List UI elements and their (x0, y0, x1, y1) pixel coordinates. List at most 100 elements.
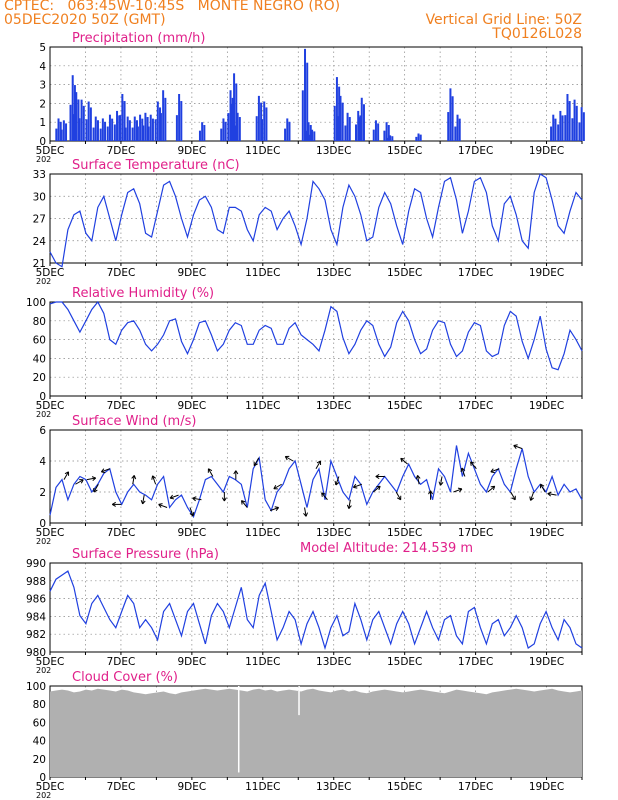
wind-arrow-head (513, 444, 518, 449)
wind-arrow-head (346, 504, 352, 509)
precip-bar (139, 114, 142, 141)
y-tick-label: 6 (39, 425, 46, 437)
precip-bar (230, 103, 233, 141)
precip-bar (235, 83, 238, 141)
wind-arrow-head (273, 485, 278, 490)
precip-bar (305, 130, 308, 141)
precip-bar (123, 101, 126, 141)
wind-arrow (321, 492, 328, 501)
wind-arrow-head (490, 485, 496, 491)
precip-bar (222, 118, 225, 141)
precip-bar (391, 136, 394, 141)
wind-arrow (75, 479, 84, 485)
precip-bar (73, 85, 76, 141)
panel-title: Surface Pressure (hPa) (72, 547, 219, 562)
x-sub-label: 202 (36, 155, 51, 164)
precip-bar (358, 117, 361, 141)
panel-1 (49, 173, 583, 268)
x-sub-label: 202 (36, 410, 51, 419)
precip-bar (178, 94, 181, 141)
precip-bar (149, 114, 152, 141)
x-tick-label: 5DEC (36, 145, 65, 157)
wind-arrow-head (375, 474, 380, 479)
x-tick-label: 19DEC (529, 527, 564, 539)
precip-bar (568, 101, 571, 141)
wind-arrow-head (240, 500, 246, 505)
chart-header: CPTEC: 063:45W-10:45S MONTE NEGRO (RO) 0… (0, 0, 618, 44)
y-tick-label: 100 (26, 681, 46, 693)
x-tick-label: 5DEC (36, 400, 65, 412)
precip-bar (559, 110, 562, 141)
wind-arrow-head (192, 496, 197, 502)
precip-bar (236, 112, 239, 141)
x-tick-label: 17DEC (458, 781, 493, 793)
wind-arrow-head (428, 490, 434, 495)
x-tick-label: 19DEC (529, 145, 564, 157)
x-tick-label: 13DEC (316, 781, 351, 793)
x-tick-label: 17DEC (458, 400, 493, 412)
precip-bar (159, 113, 162, 141)
precip-bar (164, 97, 167, 141)
wind-arrow-head (112, 501, 116, 507)
panel-title: Precipitation (mm/h) (72, 31, 205, 46)
y-tick-label: 990 (26, 558, 46, 570)
wind-arrow (439, 476, 443, 486)
precip-bar (362, 104, 365, 141)
precip-bar (304, 48, 307, 141)
precip-bar (136, 126, 139, 141)
wind-arrow-head (189, 511, 195, 517)
y-tick-label: 20 (33, 754, 46, 766)
precip-bar (62, 120, 65, 141)
x-tick-label: 9DEC (177, 400, 206, 412)
panel-4 (49, 562, 583, 655)
wind-arrow-head (93, 488, 98, 493)
x-tick-label: 5DEC (36, 656, 65, 668)
wind-arrow-head (158, 503, 163, 508)
precip-bar (69, 104, 72, 141)
precip-bar (355, 124, 358, 141)
precip-bar (234, 125, 237, 141)
precip-bar (85, 119, 88, 141)
x-tick-label: 19DEC (529, 400, 564, 412)
precip-bar (415, 136, 418, 141)
y-tick-label: 984 (26, 611, 46, 623)
precip-bar (344, 125, 347, 141)
wind-arrow (372, 485, 381, 493)
wind-arrow-head (438, 481, 444, 486)
wind-arrow (285, 456, 294, 462)
wind-arrow-head (64, 471, 70, 476)
x-sub-label: 202 (36, 277, 51, 286)
x-tick-label: 9DEC (177, 656, 206, 668)
wind-arrow-head (140, 500, 146, 505)
wind-arrow (169, 494, 179, 499)
precip-bar (261, 119, 264, 141)
precip-bar (348, 117, 351, 141)
wind-arrow-head (221, 497, 227, 502)
x-tick-label: 9DEC (177, 527, 206, 539)
panel-5 (49, 685, 583, 780)
precip-bar (339, 95, 342, 141)
wind-arrow (348, 499, 351, 509)
y-tick-label: 20 (33, 372, 46, 384)
precip-bar (573, 99, 576, 141)
cloud-gap (298, 686, 300, 716)
wind-arrow (461, 467, 466, 477)
precip-bar (229, 90, 232, 141)
y-tick-label: 30 (33, 191, 46, 203)
wind-arrow (510, 491, 516, 501)
y-tick-label: 40 (33, 353, 46, 365)
wind-arrow-head (91, 476, 97, 482)
wind-arrow-head (151, 475, 156, 480)
precip-bar (566, 94, 569, 141)
y-tick-label: 0 (39, 136, 46, 148)
x-tick-label: 19DEC (529, 656, 564, 668)
wind-arrow (304, 507, 307, 517)
precip-bar (128, 120, 131, 141)
y-tick-label: 60 (33, 335, 46, 347)
wind-arrow (540, 483, 546, 493)
precip-bar (65, 123, 68, 141)
y-tick-label: 1 (39, 117, 46, 129)
precip-bar (175, 115, 178, 141)
x-tick-label: 17DEC (458, 267, 493, 279)
wind-arrow (101, 468, 110, 473)
